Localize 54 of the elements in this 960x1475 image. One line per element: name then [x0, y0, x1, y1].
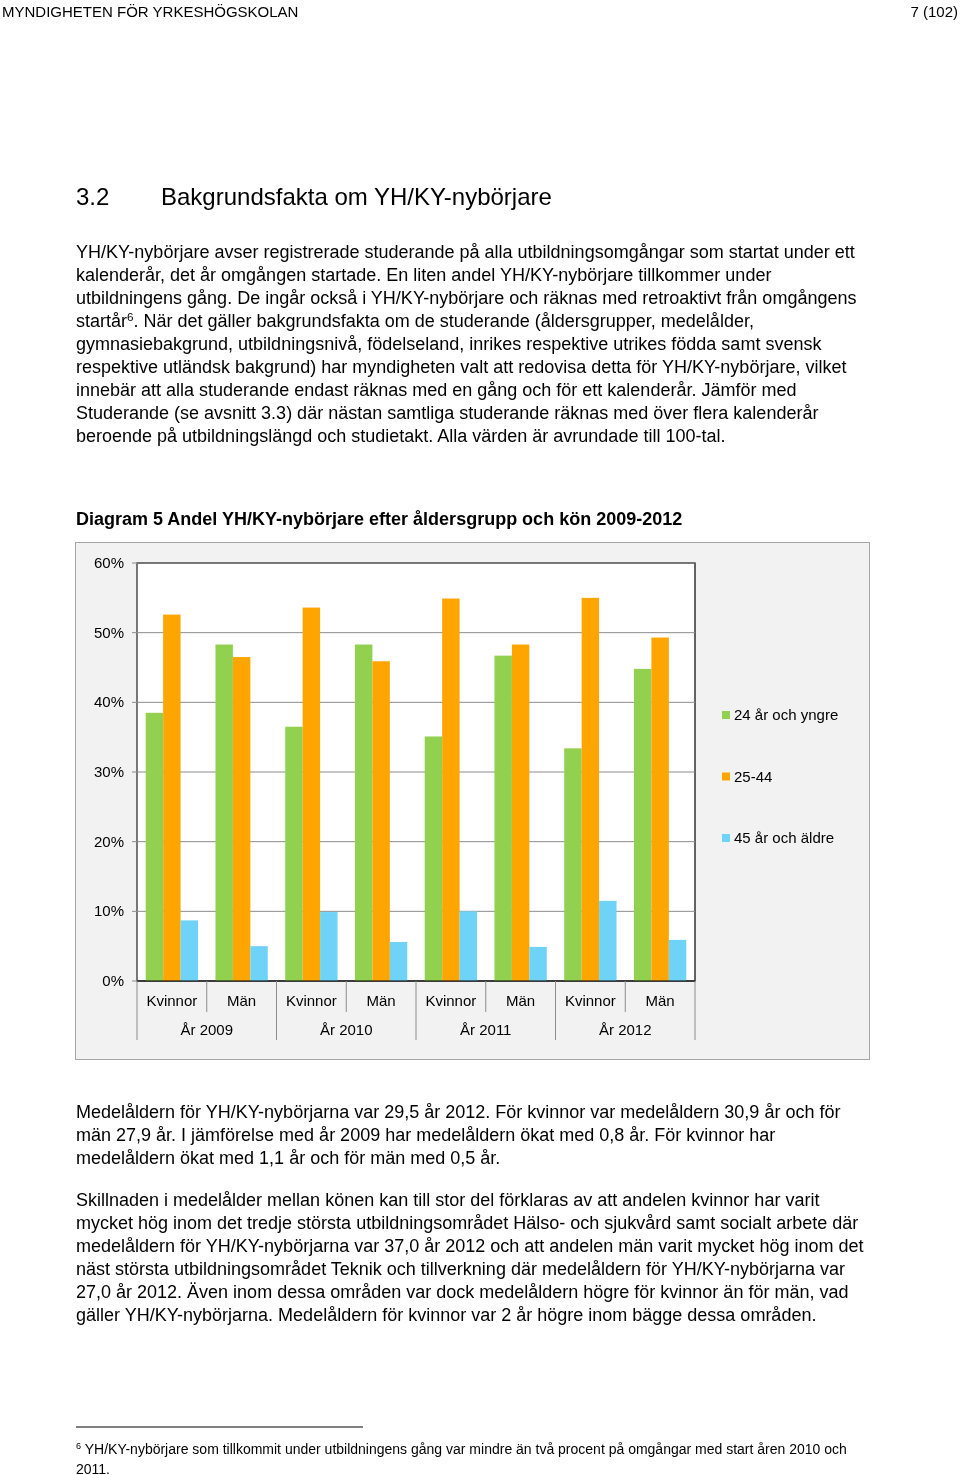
text: År 2011 [460, 1021, 512, 1038]
x-tick-label: Kvinnor [564, 992, 616, 1009]
x-tick-label: Kvinnor [285, 992, 337, 1009]
x-tick-label: Kvinnor [425, 992, 477, 1009]
text: MYNDIGHETEN FÖR YRKESHÖGSKOLAN [2, 3, 299, 20]
bar [668, 939, 687, 981]
text: År 2009 [180, 1021, 234, 1038]
x-tick-label: Män [366, 992, 396, 1009]
bar [599, 900, 617, 981]
bar [459, 911, 478, 981]
bar [302, 607, 321, 981]
y-tick-label: 50% [93, 623, 124, 641]
text: YH/KY-nybörjare avser registrerade studerande på alla utbildningsomgångar som startat under ett kalenderår, det år omgången startade. En liten andel YH/KY-nybörjare tillkommer under utbildningens gång. De ingår också i YH/KY-nybörjare och räknas med retroaktivt från omgångens startår$^{6}$. När det gäller bakgrundsfakta om de studerande (åldersgrupper, medelålder, gymnasiebakgrund, utbildningsnivå, födelseland, inrikes respektive utrikes födda samt svensk respektive utländsk bakgrund) har myndigheten valt att redovisa detta för YH/KY-nybörjare, vilket innebär att alla studerande endast räknas med en gång och för ett kalenderår. Jämför med Studerande (se avsnitt 3.3) där nästan samtliga studerande räknas med över flera kalenderår beroende på utbildningslängd och studietakt. Alla värden är avrundade till 100-tal. [76, 242, 857, 446]
bar [285, 726, 303, 981]
text: 3.2 Bakgrundsfakta om YH/KY-nybörjare [76, 183, 552, 210]
bar [372, 661, 390, 981]
y-tick-label: 20% [93, 832, 124, 850]
bar [633, 668, 652, 981]
bar [494, 655, 512, 981]
text: $^{6}$ YH/KY-nybörjare som tillkommit under utbildningens gång var mindre än två procent på omgångar med start åren 2010 och 2011. [76, 1441, 847, 1475]
bar [320, 912, 338, 981]
bar [250, 946, 268, 981]
legend-label: 25-44 [734, 767, 773, 785]
bar [581, 597, 600, 981]
bar [511, 644, 530, 981]
bar [442, 598, 460, 981]
text: År 2010 [319, 1021, 373, 1038]
legend-label: 45 år och äldre [734, 829, 835, 846]
bar [424, 736, 443, 981]
y-tick-label: 40% [93, 693, 124, 711]
bar [163, 614, 181, 981]
bar [215, 644, 233, 981]
legend-label: 24 år och yngre [734, 706, 839, 723]
bar [354, 644, 373, 981]
bar [529, 946, 547, 981]
bar [651, 637, 669, 981]
text: Medelåldern för YH/KY-nybörjarna var 29,5 år 2012. För kvinnor var medelåldern 30,9 år och för män 27,9 år. I jämförelse med år 2009 har medelåldern ökat med 0,8 år. För kvinnor har medelåldern ökat med 1,1 år och för män med 0,5 år. [76, 1102, 841, 1168]
bar [180, 920, 199, 981]
x-tick-label: Kvinnor [146, 992, 198, 1009]
text: År 2012 [598, 1021, 652, 1038]
x-tick-label: Män [506, 992, 536, 1009]
text: Skillnaden i medelålder mellan könen kan till stor del förklaras av att andelen kvinnor har varit mycket hög inom det tredje största utbildningsområdet Hälso- och sjukvård samt socialt arbete där medelåldern för YH/KY-nybörjarna var 37,0 år 2012 och att andelen män varit mycket hög inom det näst största utbildningsområdet Teknik och tillverkning där medelåldern för YH/KY-nybörjarna var 27,0 år 2012. Även inom dessa områden var dock medelåldern högre för kvinnor än för män, vad gäller YH/KY-nybörjarna. Medelåldern för kvinnor var 2 år högre inom bägge dessa områden. [76, 1190, 864, 1325]
bar [389, 941, 408, 981]
bar [145, 712, 164, 981]
bar [232, 657, 251, 981]
text: 7 (102) [910, 3, 958, 20]
x-tick-label: Män [227, 992, 257, 1009]
bar [564, 748, 582, 981]
y-tick-label: 30% [93, 763, 124, 780]
chart-title: Diagram 5 Andel YH/KY-nybörjare efter åldersgrupp och kön 2009-2012 [76, 509, 683, 529]
x-tick-label: Män [645, 992, 675, 1009]
y-tick-label: 10% [93, 902, 124, 920]
y-tick-label: 60% [93, 554, 124, 571]
y-tick-label: 0% [102, 972, 124, 989]
